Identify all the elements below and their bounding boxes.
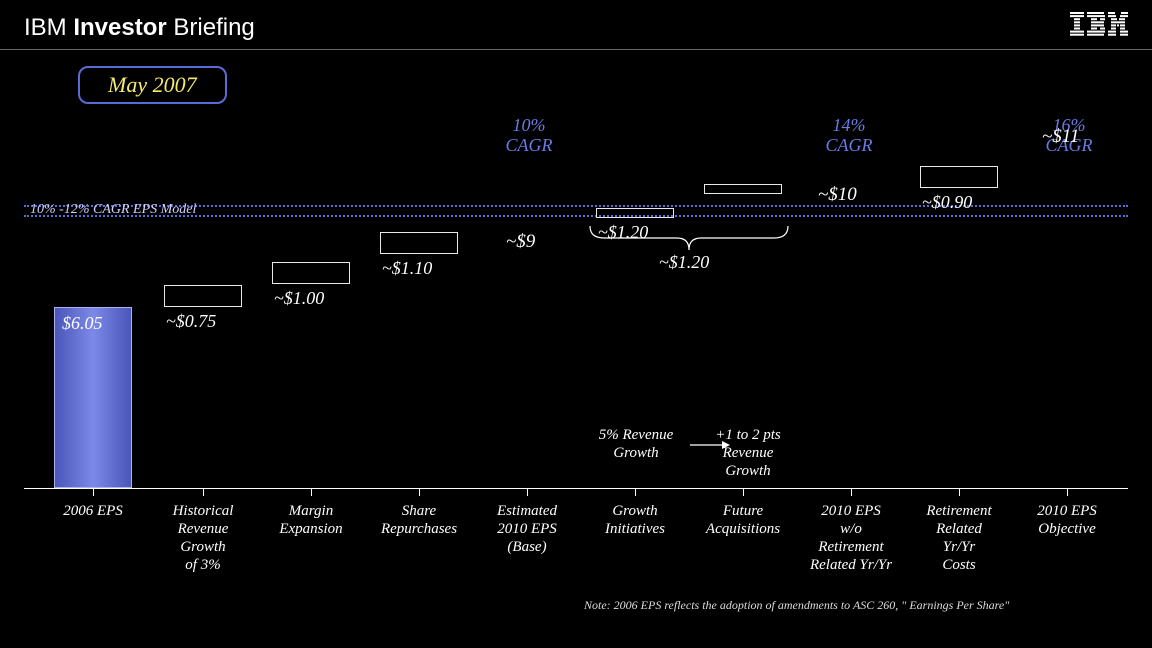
tick <box>959 488 960 496</box>
tick <box>743 488 744 496</box>
tick <box>419 488 420 496</box>
category-label: RetirementRelatedYr/YrCosts <box>906 502 1012 574</box>
bar-retirement-costs <box>920 166 998 188</box>
bar-share-repurchases <box>380 232 458 254</box>
ibm-logo <box>1070 12 1128 43</box>
tick <box>851 488 852 496</box>
date-badge: May 2007 <box>78 66 227 104</box>
category-label: HistoricalRevenueGrowthof 3% <box>150 502 256 574</box>
total-label-2010-eps-wo-retirement: ~$10 <box>818 184 857 206</box>
total-label-est-2010-base: ~$9 <box>506 231 535 253</box>
tick <box>1067 488 1068 496</box>
cagr-label-0: 10%CAGR <box>494 116 564 156</box>
total-label-2010-eps-objective: ~$11 <box>1042 126 1079 148</box>
tick <box>527 488 528 496</box>
value-label: ~$1.10 <box>382 258 432 279</box>
header: IBM Investor Briefing <box>0 0 1152 50</box>
tick <box>203 488 204 496</box>
title-suffix: Briefing <box>173 14 254 41</box>
footnote: Note: 2006 EPS reflects the adoption of … <box>584 598 1009 613</box>
bar-2006-eps <box>54 307 132 489</box>
x-axis <box>24 488 1128 489</box>
title-prefix: IBM <box>24 14 67 41</box>
bar-future-acquisitions <box>704 184 782 194</box>
arrow-right-icon <box>690 438 730 452</box>
value-label: ~$1.00 <box>274 288 324 309</box>
category-label: 2010 EPSObjective <box>1014 502 1120 538</box>
cagr-label-1: 14%CAGR <box>814 116 884 156</box>
category-label: GrowthInitiatives <box>582 502 688 538</box>
waterfall-chart: 10% -12% CAGR EPS Model10%CAGR14%CAGR16%… <box>24 110 1128 610</box>
bar-margin-expansion <box>272 262 350 284</box>
reference-label: 10% -12% CAGR EPS Model <box>30 202 196 218</box>
bar-growth-initiatives <box>596 208 674 218</box>
category-label: 2006 EPS <box>40 502 146 520</box>
category-label: Estimated2010 EPS(Base) <box>474 502 580 556</box>
brace-label: ~$1.20 <box>659 252 709 273</box>
growth-note-left: 5% RevenueGrowth <box>586 426 686 462</box>
page-title: IBM Investor Briefing <box>24 14 255 42</box>
value-label: ~$0.90 <box>922 192 972 213</box>
value-label: $6.05 <box>62 313 103 334</box>
tick <box>93 488 94 496</box>
growth-note-right: +1 to 2 ptsRevenueGrowth <box>698 426 798 480</box>
category-label: 2010 EPSw/oRetirementRelated Yr/Yr <box>798 502 904 574</box>
bar-hist-rev-growth <box>164 285 242 307</box>
title-bold: Investor <box>73 14 166 41</box>
value-label: ~$0.75 <box>166 311 216 332</box>
ibm-logo-icon <box>1070 12 1128 36</box>
tick <box>311 488 312 496</box>
tick <box>635 488 636 496</box>
brace-icon <box>588 224 790 254</box>
category-label: FutureAcquisitions <box>690 502 796 538</box>
category-label: ShareRepurchases <box>366 502 472 538</box>
category-label: MarginExpansion <box>258 502 364 538</box>
